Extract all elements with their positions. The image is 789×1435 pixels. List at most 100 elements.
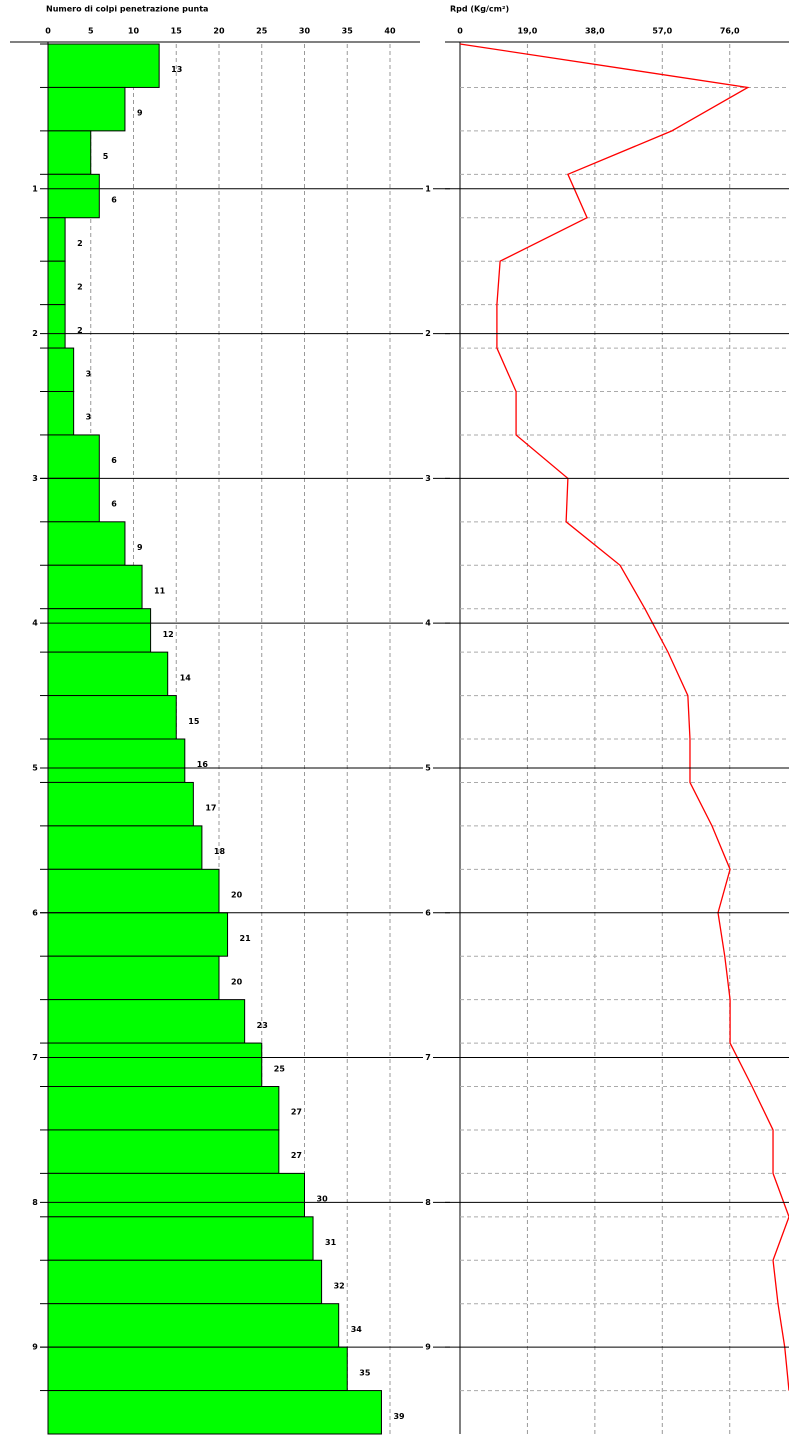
label-bg [423,328,433,339]
x-tick-label: 25 [256,27,268,36]
data-label: 3 [86,413,92,422]
y-tick-label: 9 [425,1343,431,1352]
bar [47,868,220,914]
y-tick-label: 9 [32,1343,38,1352]
bar [47,825,203,870]
x-tick-label: 35 [342,27,354,36]
bar [47,1129,280,1174]
data-label: 5 [103,152,109,161]
chart-title: Rpd (Kg/cm²) [450,5,509,14]
x-tick-label: 20 [213,27,225,36]
y-tick-label: 6 [425,908,431,917]
bar [47,391,75,436]
data-label: 17 [205,804,216,813]
data-label: 34 [351,1325,363,1334]
x-tick-label: 0 [457,27,463,36]
y-tick-label: 1 [425,184,431,193]
y-tick-label: 3 [425,474,431,483]
data-label: 27 [291,1108,302,1117]
label-bg [423,907,433,918]
y-tick-label: 2 [425,329,431,338]
data-label: 2 [77,282,83,291]
bar [47,86,126,132]
data-label: 6 [111,500,117,509]
label-bg [30,618,40,629]
label-bg [423,618,433,629]
bar [47,347,75,392]
x-tick-label: 5 [88,27,94,36]
bar [47,738,186,783]
bar [47,651,169,697]
bar [47,1216,314,1261]
y-tick-label: 4 [32,619,38,628]
bar [47,43,160,88]
data-label: 23 [257,1021,268,1030]
data-label: 31 [325,1238,337,1247]
data-label: 2 [77,239,83,248]
x-tick-label: 15 [171,27,183,36]
bar [47,781,194,827]
bar [47,912,229,957]
x-tick-label: 30 [299,27,311,36]
label-bg [423,762,433,773]
label-bg [30,328,40,339]
data-label: 39 [393,1412,405,1421]
bar [47,955,220,1001]
bar [47,217,66,262]
data-label: 27 [291,1151,302,1160]
bar [47,477,100,523]
data-label: 25 [274,1064,286,1073]
data-label: 20 [231,891,243,900]
y-tick-label: 1 [32,184,38,193]
bar [47,1042,263,1087]
bar [47,1303,340,1348]
label-bg [423,473,433,484]
data-label: 9 [137,109,143,118]
data-label: 3 [86,369,92,378]
label-bg [423,1052,433,1063]
y-tick-label: 7 [32,1053,38,1062]
rpd-line [459,43,789,1391]
y-tick-label: 8 [32,1198,38,1207]
data-label: 14 [180,673,192,682]
label-bg [30,1342,40,1353]
label-bg [30,1197,40,1208]
bar [47,521,126,566]
data-label: 13 [171,65,182,74]
y-tick-label: 5 [32,763,38,772]
bar [47,1172,305,1218]
data-label: 6 [111,196,117,205]
x-tick-label: 0 [45,27,51,36]
bar [47,304,66,349]
data-label: 6 [111,456,117,465]
bar [47,173,100,219]
label-bg [423,1342,433,1353]
label-bg [30,1052,40,1063]
label-bg [30,762,40,773]
y-tick-label: 7 [425,1053,431,1062]
data-label: 12 [163,630,174,639]
bar [47,564,143,610]
data-label: 15 [188,717,200,726]
data-label: 18 [214,847,226,856]
bar [47,1259,323,1305]
y-tick-label: 5 [425,763,431,772]
bar [47,1346,348,1392]
label-bg [423,183,433,194]
bar [47,130,92,175]
x-tick-label: 40 [384,27,396,36]
x-tick-label: 57,0 [652,27,672,36]
data-label: 30 [317,1195,329,1204]
data-label: 9 [137,543,143,552]
y-tick-label: 3 [32,474,38,483]
x-tick-label: 19,0 [518,27,538,36]
x-tick-label: 38,0 [585,27,605,36]
label-bg [30,907,40,918]
chart-title: Numero di colpi penetrazione punta [46,5,208,14]
bar [47,695,177,740]
y-tick-label: 8 [425,1198,431,1207]
bar [47,999,246,1044]
bar [47,260,66,306]
data-label: 32 [334,1281,345,1290]
y-tick-label: 4 [425,619,431,628]
